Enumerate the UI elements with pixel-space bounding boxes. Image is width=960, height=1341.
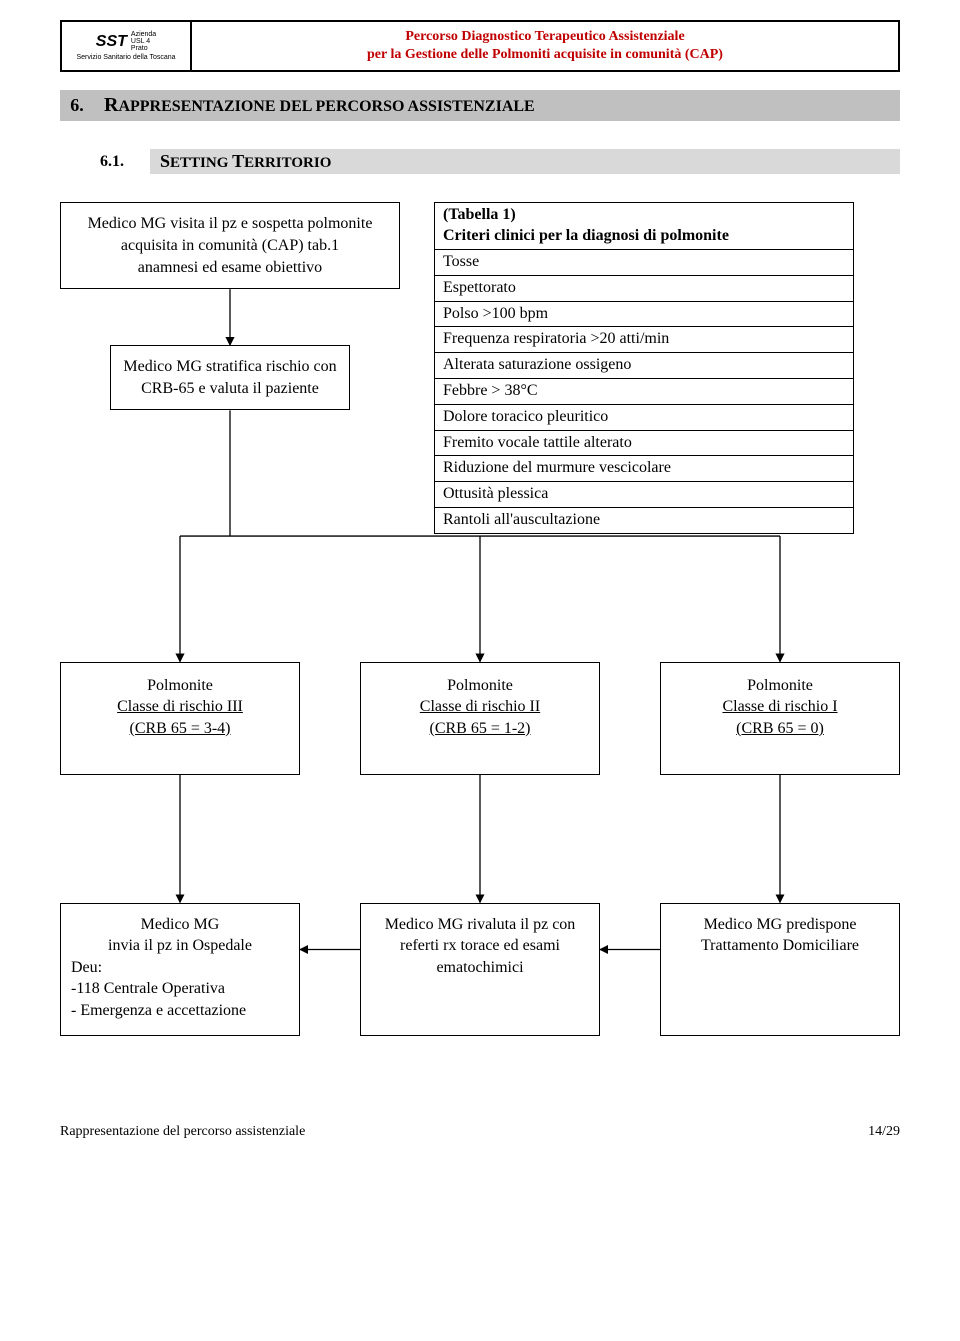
criteria-row: Dolore toracico pleuritico: [435, 404, 854, 430]
flow-box-domiciliary: Medico MG predispone Trattamento Domicil…: [660, 903, 900, 1037]
logo-sst: SST: [96, 33, 127, 51]
hospital-line1: Medico MG: [141, 916, 220, 933]
risk1-line1: Polmonite: [747, 677, 813, 694]
section-6-title: RAPPRESENTAZIONE DEL PERCORSO ASSISTENZI…: [94, 90, 900, 121]
header-title-line1: Percorso Diagnostico Terapeutico Assiste…: [405, 28, 684, 46]
footer-right: 14/29: [868, 1124, 900, 1140]
risk1-line2: Classe di rischio I: [722, 698, 837, 715]
criteria-header: (Tabella 1)Criteri clinici per la diagno…: [435, 203, 854, 250]
risk1-line3: (CRB 65 = 0): [736, 720, 824, 737]
criteria-row: Rantoli all'auscultazione: [435, 507, 854, 533]
criteria-row: Tosse: [435, 249, 854, 275]
footer-left: Rappresentazione del percorso assistenzi…: [60, 1124, 305, 1140]
header-title: Percorso Diagnostico Terapeutico Assiste…: [192, 22, 898, 70]
hospital-line4: -118 Centrale Operativa: [71, 980, 225, 997]
criteria-row: Febbre > 38°C: [435, 378, 854, 404]
criteria-row: Polso >100 bpm: [435, 301, 854, 327]
header-title-line2: per la Gestione delle Polmoniti acquisit…: [367, 46, 723, 64]
flow-row-actions: Medico MG invia il pz in Ospedale Deu: -…: [60, 903, 900, 1037]
section-6-1-title-rest: ERRITORIO: [244, 155, 331, 171]
criteria-row: Frequenza respiratoria >20 atti/min: [435, 327, 854, 353]
criteria-row: Alterata saturazione ossigeno: [435, 353, 854, 379]
flow-box-stratify: Medico MG stratifica rischio con CRB-65 …: [110, 345, 350, 410]
section-6-title-rest: APPRESENTAZIONE DEL PERCORSO ASSISTENZIA…: [118, 98, 534, 115]
section-6-1-heading: 6.1. SETTING TERRITORIO: [100, 149, 900, 174]
flow-box-visit: Medico MG visita il pz e sospetta polmon…: [60, 202, 400, 289]
logo-side: AziendaUSL 4Prato: [131, 31, 156, 52]
hospital-line2: invia il pz in Ospedale: [108, 937, 252, 954]
logo-sub: Servizio Sanitario della Toscana: [76, 54, 175, 61]
flow-box-hospital: Medico MG invia il pz in Ospedale Deu: -…: [60, 903, 300, 1037]
risk2-line3: (CRB 65 = 1-2): [429, 720, 530, 737]
section-6-1-number: 6.1.: [100, 149, 150, 174]
flow-box-risk-3: Polmonite Classe di rischio III (CRB 65 …: [60, 662, 300, 775]
section-6-heading: 6. RAPPRESENTAZIONE DEL PERCORSO ASSISTE…: [60, 90, 900, 121]
section-6-number: 6.: [60, 90, 94, 121]
risk3-line2: Classe di rischio III: [117, 698, 243, 715]
risk3-line1: Polmonite: [147, 677, 213, 694]
criteria-row: Ottusità plessica: [435, 482, 854, 508]
flow-box-reevaluate: Medico MG rivaluta il pz con referti rx …: [360, 903, 600, 1037]
section-6-1-title-mid: ETTING: [170, 155, 232, 171]
page-footer: Rappresentazione del percorso assistenzi…: [60, 1118, 900, 1140]
flow-box-risk-1: Polmonite Classe di rischio I (CRB 65 = …: [660, 662, 900, 775]
criteria-row: Riduzione del murmure vescicolare: [435, 456, 854, 482]
hospital-line3: Deu:: [71, 959, 102, 976]
section-6-1-title-s: S: [160, 151, 170, 171]
document-header: SST AziendaUSL 4Prato Servizio Sanitario…: [60, 20, 900, 72]
section-6-1-title: SETTING TERRITORIO: [150, 149, 900, 174]
flow-row-risk: Polmonite Classe di rischio III (CRB 65 …: [60, 662, 900, 775]
logo-cell: SST AziendaUSL 4Prato Servizio Sanitario…: [62, 22, 192, 70]
section-6-title-cap: R: [104, 94, 118, 116]
section-6-1-title-t: T: [232, 151, 244, 171]
criteria-row: Espettorato: [435, 275, 854, 301]
criteria-row: Fremito vocale tattile alterato: [435, 430, 854, 456]
risk3-line3: (CRB 65 = 3-4): [129, 720, 230, 737]
hospital-line5: - Emergenza e accettazione: [71, 1002, 246, 1019]
risk2-line2: Classe di rischio II: [420, 698, 540, 715]
risk2-line1: Polmonite: [447, 677, 513, 694]
flow-box-risk-2: Polmonite Classe di rischio II (CRB 65 =…: [360, 662, 600, 775]
criteria-table: (Tabella 1)Criteri clinici per la diagno…: [434, 202, 854, 533]
